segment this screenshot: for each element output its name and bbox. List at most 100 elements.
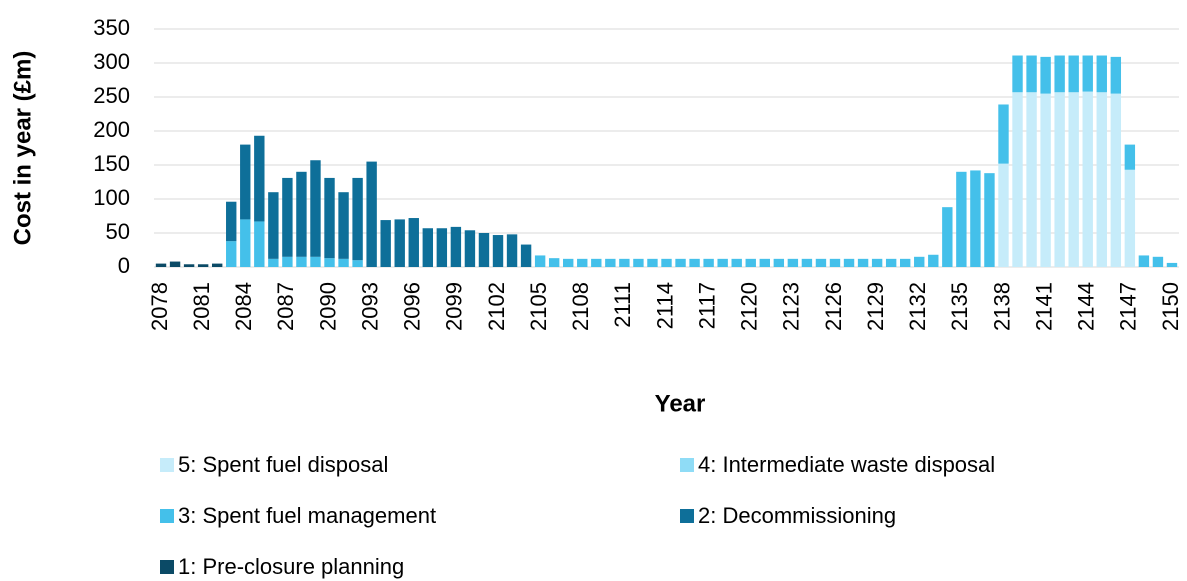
bar-segment (1124, 144, 1136, 170)
bar-segment (226, 241, 237, 267)
bar-segment (885, 258, 897, 267)
bar-segment (647, 258, 658, 267)
bar-segment (310, 256, 321, 267)
bar-segment (450, 226, 462, 267)
bar-segment (675, 258, 686, 267)
x-tick-label: 2090 (315, 282, 340, 331)
bar-segment (492, 235, 504, 267)
y-tick-label: 150 (93, 151, 130, 176)
bar-segment (422, 228, 434, 267)
bar-segment (773, 258, 785, 267)
x-tick-label: 2087 (273, 282, 298, 331)
x-tick-label: 2105 (526, 282, 551, 331)
bar-segment (857, 258, 869, 267)
legend-label: 5: Spent fuel disposal (178, 452, 388, 477)
bar-segment (408, 218, 419, 267)
legend-swatch (680, 509, 694, 523)
bar-segment (591, 258, 602, 267)
x-tick-label: 2093 (357, 282, 382, 331)
bar-segment (1040, 93, 1051, 267)
bar-segment (577, 258, 588, 267)
bar-segment (759, 258, 770, 267)
bar-segment (1124, 169, 1136, 267)
bar-segment (1068, 55, 1079, 93)
x-tick-label: 2126 (821, 282, 846, 331)
bar-segment (1110, 93, 1122, 267)
bar-segment (380, 220, 391, 267)
bar-segment (394, 219, 405, 267)
bar-segment (268, 192, 279, 259)
x-tick-label: 2129 (863, 282, 888, 331)
bar-segment (282, 177, 293, 257)
bar-segment (534, 255, 546, 267)
bar-segment (563, 258, 574, 267)
y-tick-label: 250 (93, 83, 130, 108)
y-tick-label: 300 (93, 49, 130, 74)
y-tick-label: 100 (93, 185, 130, 210)
bar-segment (240, 144, 251, 220)
bar-segment (899, 258, 911, 267)
bar-segment (1040, 56, 1051, 94)
y-tick-label: 0 (118, 253, 130, 278)
bar-segment (548, 258, 560, 267)
bar-segment (197, 264, 209, 267)
legend-swatch (160, 509, 174, 523)
bar-segment (731, 258, 742, 267)
bar-segment (1054, 92, 1065, 268)
x-tick-label: 2078 (147, 282, 172, 331)
bar-segment (296, 256, 307, 267)
bar-segment (970, 170, 981, 267)
bar-segment (520, 244, 532, 267)
bar-segment (254, 221, 265, 267)
bar-segment (1096, 92, 1107, 268)
bar-segment (296, 171, 307, 257)
x-tick-label: 2117 (694, 282, 719, 329)
x-tick-label: 2108 (568, 282, 593, 331)
x-tick-label: 2111 (610, 282, 635, 328)
x-tick-label: 2144 (1074, 282, 1099, 331)
legend-label: 4: Intermediate waste disposal (698, 452, 995, 477)
x-tick-label: 2084 (231, 282, 256, 331)
bar-segment (282, 256, 293, 267)
bar-segment (1054, 55, 1065, 93)
bar-segment (352, 177, 363, 261)
bar-segment (1082, 55, 1093, 92)
x-axis-label: Year (655, 390, 706, 417)
bar-segment (478, 233, 490, 267)
x-tick-label: 2114 (652, 282, 677, 329)
bar-segment (254, 135, 265, 222)
bar-segment (366, 161, 377, 267)
bar-segment (226, 201, 237, 242)
bar-segment (324, 258, 335, 267)
bar-segment (661, 258, 672, 267)
bar-segment (506, 234, 518, 267)
x-tick-label: 2081 (189, 282, 214, 331)
bar-segment (633, 258, 644, 267)
bar-segment (787, 258, 799, 267)
bar-segment (268, 258, 279, 267)
bar-segment (211, 263, 223, 267)
bar-segment (998, 104, 1009, 164)
x-tick-label: 2132 (905, 282, 930, 331)
legend-swatch (160, 560, 174, 574)
bar-segment (1152, 256, 1164, 267)
bar-segment (240, 219, 251, 267)
bar-segment (1096, 55, 1107, 93)
bar-segment (155, 263, 167, 267)
legend-swatch (160, 458, 174, 472)
legend-swatch (680, 458, 694, 472)
bar-segment (605, 258, 616, 267)
bar-segment (717, 258, 728, 267)
bar-segment (871, 258, 883, 267)
bar-segment (1068, 92, 1079, 268)
bar-segment (1012, 55, 1023, 93)
y-axis-label: Cost in year (£m) (9, 51, 36, 246)
x-tick-label: 2150 (1158, 282, 1183, 331)
bar-segment (689, 258, 700, 267)
bar-segment (183, 264, 195, 267)
bar-segment (310, 160, 321, 257)
bar-segment (928, 254, 939, 267)
bar-segment (914, 256, 925, 267)
bar-segment (956, 171, 967, 267)
